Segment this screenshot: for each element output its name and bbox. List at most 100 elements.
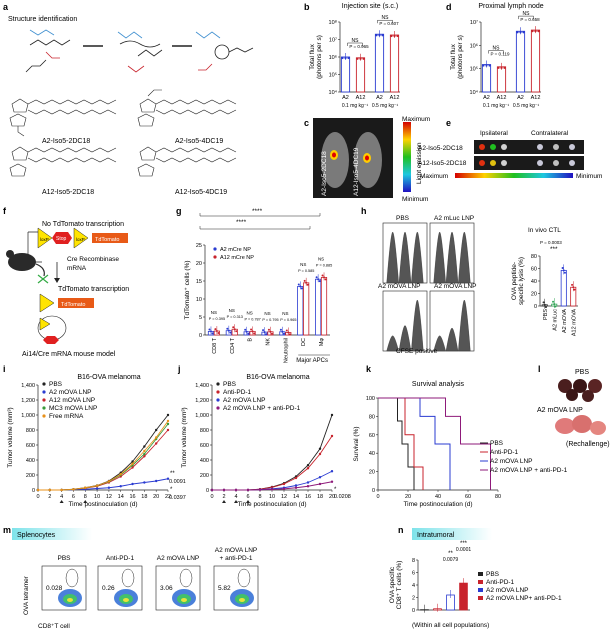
data-point <box>330 413 334 417</box>
panel-c: c A2-Iso5-2DC18 A12-Iso5-4DC19 Maximum M… <box>304 116 430 203</box>
y-axis-label: Tumor volume (mm³) <box>181 407 188 467</box>
x-tick-label: NK <box>266 338 272 346</box>
data-point <box>217 331 220 334</box>
annotation: ** <box>170 471 175 477</box>
x-tick-label: 2 <box>48 494 51 500</box>
data-point <box>270 488 274 491</box>
data-point <box>543 303 546 306</box>
data-point <box>36 488 40 492</box>
data-point <box>154 442 158 445</box>
molecule-3 <box>9 146 117 177</box>
data-point <box>215 330 218 333</box>
data-point <box>306 485 310 488</box>
cre-label-line-1: Cre Recombinase <box>67 256 119 263</box>
histogram-peak <box>386 231 399 284</box>
mouse-1-body <box>321 132 349 188</box>
text-no-transcription: No TdTomato transcription <box>42 221 124 228</box>
annotation-p: P = 0.885 <box>316 263 332 267</box>
row-label-2: A12-Iso5-2DC18 <box>418 160 467 167</box>
data-point <box>356 57 359 60</box>
flow-plots: PBS 0.028 Anti-PD-1 0.26 A2 mOVA LNP 3.06 A2 m… <box>41 547 259 611</box>
y-tick-label: 0 <box>199 333 202 339</box>
data-point <box>294 486 298 489</box>
horizontal-color-scale <box>455 173 573 178</box>
y-tick-label: 0 <box>412 608 415 614</box>
panel-i: i B16-OVA melanoma02004006008001,0001,20… <box>3 364 186 508</box>
y-tick-label: 60 <box>531 267 537 273</box>
data-point <box>359 57 362 60</box>
data-point <box>95 484 99 487</box>
group-label: 0.5 mg kg⁻¹ <box>513 103 540 109</box>
y-tick-label: 25 <box>196 243 202 249</box>
legend-label: A12 mOVA LNP <box>49 397 95 404</box>
data-point <box>119 485 122 488</box>
panel-letter-j: j <box>177 364 181 374</box>
gate-ellipse <box>237 568 251 588</box>
y-tick-label: 10⁵ <box>470 66 478 73</box>
row-label-1: A2-Iso5-2DC18 <box>418 145 463 152</box>
cfse-histograms <box>382 222 475 352</box>
legend-marker <box>478 572 483 576</box>
data-point <box>300 287 303 290</box>
data-point <box>330 434 334 438</box>
panel-a: a Structure identification <box>3 2 254 196</box>
legend-marker <box>42 398 46 402</box>
cell-cloud-center <box>181 598 187 602</box>
legend-label: A2 mOVA LNP <box>49 389 92 396</box>
y-axis-label: (photons per s) <box>316 35 323 79</box>
data-point <box>232 326 235 329</box>
x-tick-label: 8 <box>84 494 87 500</box>
x-tick-label: 4 <box>234 494 237 500</box>
group-label: 0.1 mg kg⁻¹ <box>483 103 510 109</box>
panel-letter-e: e <box>446 118 451 128</box>
legend-label: PBS <box>486 571 500 578</box>
hist-label-mluc: A2 mLuc LNP <box>434 215 474 222</box>
series-line <box>212 435 333 491</box>
y-tick-label: 10⁵ <box>329 72 337 79</box>
x-tick-label: 40 <box>435 494 441 500</box>
data-point <box>253 332 256 335</box>
svg-text:loxP: loxP <box>40 237 49 242</box>
annotation-p: P = 0.658 <box>520 17 540 22</box>
data-point <box>482 64 485 67</box>
data-point <box>282 487 286 491</box>
l-pbs-label: PBS <box>575 369 589 376</box>
survival-curve <box>378 397 415 490</box>
legend-label: Free mRNA <box>49 413 84 420</box>
legend-label: A2 mOVA LNP + anti-PD-1 <box>223 405 301 412</box>
data-point <box>396 34 399 38</box>
histogram-peak <box>433 335 446 352</box>
panel-n: n Intratumoral 0 2 4 6 8 OVA specific CD8⁺ T c… <box>389 525 562 629</box>
data-point <box>318 452 322 456</box>
x-tick-label: 4 <box>60 494 63 500</box>
y-tick-label: 10⁷ <box>470 19 478 26</box>
data-point <box>485 64 488 67</box>
chart-title: Survival analysis <box>412 381 465 388</box>
bar <box>515 30 526 93</box>
panel-f: f No TdTomato transcription loxP Stop lo… <box>3 206 129 358</box>
x-tick-label: A2 <box>483 95 490 101</box>
y-tick-label: 8 <box>412 558 415 564</box>
dosing-arrow <box>234 500 238 503</box>
data-point <box>306 464 310 467</box>
x-tick-label: A2 mOVA <box>562 309 568 333</box>
y-tick-label: 40 <box>531 279 537 285</box>
bar <box>459 582 468 611</box>
data-point <box>209 330 212 333</box>
panel-d: d Proximal lymph node 10⁴ 10⁵ 10⁶ 10⁷ Total f… <box>446 2 544 109</box>
bar <box>496 66 507 93</box>
y-tick-label: 600 <box>26 443 35 449</box>
bar <box>320 276 328 336</box>
data-point <box>303 279 306 282</box>
legend-label: Anti-PD-1 <box>490 449 519 456</box>
histogram-peak <box>458 231 471 284</box>
x-tick-label: 22 <box>165 494 171 500</box>
data-point <box>315 276 318 279</box>
legend-marker <box>213 255 217 259</box>
x-tick-label: A12 <box>497 95 507 101</box>
gate-ellipse <box>179 568 193 588</box>
data-point <box>60 488 63 492</box>
y-tick-label: 100 <box>366 396 375 402</box>
data-point <box>554 305 557 308</box>
legend-label: PBS <box>490 440 504 447</box>
